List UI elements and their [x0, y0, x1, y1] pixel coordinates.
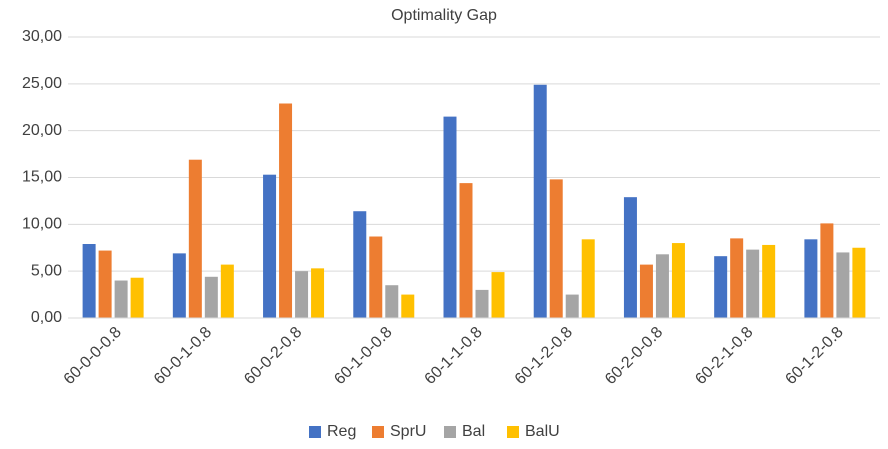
legend-swatch	[309, 426, 321, 438]
bar	[459, 183, 473, 318]
bar	[401, 294, 415, 318]
legend-label: Reg	[327, 423, 356, 440]
bar	[188, 159, 202, 318]
x-tick-label: 60-1-2-0.8	[782, 324, 846, 388]
legend-label: SprU	[390, 423, 426, 440]
bar	[311, 268, 325, 318]
legend-swatch	[444, 426, 456, 438]
chart-title: Optimality Gap	[391, 7, 497, 24]
x-tick-label: 60-0-1-0.8	[151, 324, 215, 388]
y-tick-label: 20,00	[22, 122, 62, 139]
bar	[836, 252, 850, 318]
bar	[655, 254, 669, 318]
x-tick-label: 60-1-2-0.8	[512, 324, 576, 388]
bar	[443, 116, 457, 318]
legend-swatch	[507, 426, 519, 438]
bar	[295, 271, 309, 318]
bar	[852, 247, 866, 318]
y-tick-label: 0,00	[31, 309, 62, 326]
bar	[491, 272, 505, 318]
x-tick-label: 60-2-0-0.8	[602, 324, 666, 388]
x-tick-label: 60-1-0-0.8	[331, 324, 395, 388]
bar	[114, 280, 128, 318]
y-tick-label: 30,00	[22, 28, 62, 45]
bar	[369, 236, 383, 318]
bar	[98, 250, 112, 318]
bar	[730, 238, 744, 318]
bar	[475, 289, 489, 318]
bar	[581, 239, 595, 318]
bar	[565, 294, 579, 318]
bar	[762, 244, 776, 318]
x-tick-label: 60-0-0-0.8	[61, 324, 125, 388]
bar	[623, 197, 637, 318]
y-tick-label: 25,00	[22, 75, 62, 92]
x-tick-label: 60-1-1-0.8	[422, 324, 486, 388]
bar	[533, 84, 547, 319]
y-tick-label: 10,00	[22, 216, 62, 233]
legend-swatch	[372, 426, 384, 438]
bar	[639, 264, 653, 318]
bar	[746, 249, 760, 318]
x-tick-label: 60-0-2-0.8	[241, 324, 305, 388]
bar	[671, 243, 685, 318]
bar	[353, 211, 367, 318]
bar	[130, 277, 144, 318]
bar	[204, 276, 218, 318]
bar	[220, 264, 234, 318]
bar	[804, 239, 818, 318]
bar	[714, 256, 728, 318]
x-tick-label: 60-2-1-0.8	[692, 324, 756, 388]
bar	[279, 103, 293, 319]
legend-label: BalU	[525, 423, 560, 440]
legend-label: Bal	[462, 423, 485, 440]
bar	[385, 285, 399, 318]
bar	[172, 253, 186, 318]
y-tick-label: 5,00	[31, 262, 62, 279]
bar	[263, 174, 277, 318]
bar	[82, 244, 96, 318]
y-tick-label: 15,00	[22, 169, 62, 186]
bar	[820, 223, 834, 318]
bar	[549, 179, 563, 318]
